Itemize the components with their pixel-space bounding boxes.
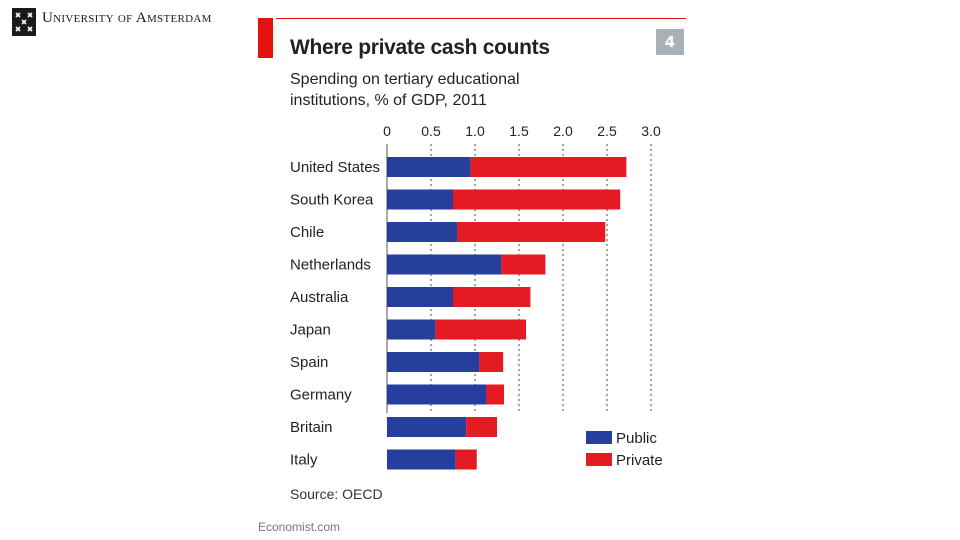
bar-private bbox=[486, 384, 505, 405]
x-tick-label: 0.5 bbox=[421, 123, 441, 139]
bar-public bbox=[387, 352, 480, 372]
bar-private bbox=[470, 157, 627, 177]
bar-private bbox=[466, 417, 497, 437]
bar-public bbox=[387, 417, 467, 437]
x-tick-label: 3.0 bbox=[641, 123, 661, 139]
legend-label-public: Public bbox=[616, 430, 657, 447]
category-label: Italy bbox=[290, 452, 318, 469]
top-rule bbox=[276, 18, 686, 19]
x-tick-label: 2.0 bbox=[553, 123, 573, 139]
bar-private bbox=[453, 287, 531, 307]
category-label: United States bbox=[290, 159, 380, 176]
bar-public bbox=[387, 189, 453, 210]
x-tick-label: 2.5 bbox=[597, 123, 617, 139]
bar-private bbox=[435, 319, 527, 340]
legend-swatch-public bbox=[586, 431, 612, 444]
university-logo bbox=[12, 8, 36, 36]
category-label: Britain bbox=[290, 419, 333, 436]
bar-private bbox=[501, 254, 546, 275]
chart-title: Where private cash counts bbox=[290, 36, 550, 59]
x-tick-label: 1.5 bbox=[509, 123, 529, 139]
bar-public bbox=[387, 254, 502, 275]
category-label: Germany bbox=[290, 387, 352, 404]
institution-name: University of Amsterdam bbox=[42, 10, 212, 26]
category-label: Netherlands bbox=[290, 257, 371, 274]
stacked-bar-chart: 0 0.5 1.0 1.5 2.0 2.5 3.0 United States South Ko… bbox=[290, 123, 663, 470]
bar-public bbox=[387, 157, 471, 177]
bar-public bbox=[387, 222, 458, 242]
category-label: South Korea bbox=[290, 192, 374, 209]
legend-swatch-private bbox=[586, 453, 612, 466]
category-label: Spain bbox=[290, 354, 328, 371]
x-tick-label: 1.0 bbox=[465, 123, 485, 139]
chart-source: Source: OECD bbox=[290, 486, 383, 502]
bar-public bbox=[387, 287, 453, 307]
category-label: Australia bbox=[290, 289, 349, 306]
bar-private bbox=[479, 352, 504, 372]
bar-private bbox=[455, 449, 477, 470]
legend-label-private: Private bbox=[616, 452, 663, 469]
bar-private bbox=[453, 189, 621, 210]
x-tick-label: 0 bbox=[383, 123, 391, 139]
bar-public bbox=[387, 449, 456, 470]
red-tab bbox=[258, 18, 273, 58]
chart-card: 4 Where private cash counts Spending on … bbox=[258, 16, 686, 521]
category-label: Japan bbox=[290, 322, 331, 339]
chart-subtitle: Spending on tertiary educational institu… bbox=[290, 71, 520, 109]
bar-public bbox=[387, 319, 436, 340]
chart-number-badge: 4 bbox=[656, 29, 684, 55]
bar-public bbox=[387, 384, 487, 405]
bar-private bbox=[457, 222, 606, 242]
site-credit: Economist.com bbox=[258, 520, 341, 534]
category-label: Chile bbox=[290, 224, 324, 241]
